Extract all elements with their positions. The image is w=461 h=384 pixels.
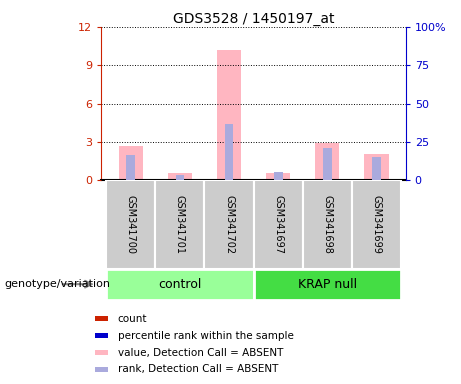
- Text: GSM341702: GSM341702: [224, 195, 234, 254]
- Bar: [315, 143, 339, 180]
- Bar: [95, 333, 108, 338]
- Bar: [155, 180, 205, 269]
- Bar: [225, 124, 233, 180]
- Bar: [95, 316, 108, 321]
- Bar: [302, 180, 352, 269]
- Bar: [274, 172, 283, 180]
- Bar: [95, 367, 108, 372]
- Text: GSM341697: GSM341697: [273, 195, 283, 254]
- Text: GSM341700: GSM341700: [126, 195, 136, 254]
- Text: KRAP null: KRAP null: [298, 278, 357, 291]
- Text: GSM341698: GSM341698: [322, 195, 332, 254]
- Bar: [168, 174, 192, 180]
- Bar: [118, 146, 143, 180]
- Text: GSM341699: GSM341699: [371, 195, 381, 254]
- Bar: [106, 180, 155, 269]
- Bar: [323, 149, 331, 180]
- Bar: [352, 180, 401, 269]
- Bar: [266, 174, 290, 180]
- Text: GSM341701: GSM341701: [175, 195, 185, 254]
- Text: percentile rank within the sample: percentile rank within the sample: [118, 331, 294, 341]
- Text: genotype/variation: genotype/variation: [5, 279, 111, 289]
- Bar: [254, 269, 401, 300]
- Text: value, Detection Call = ABSENT: value, Detection Call = ABSENT: [118, 348, 283, 358]
- Bar: [176, 175, 184, 180]
- Bar: [254, 180, 302, 269]
- Text: rank, Detection Call = ABSENT: rank, Detection Call = ABSENT: [118, 364, 278, 374]
- Bar: [126, 155, 135, 180]
- Bar: [372, 157, 381, 180]
- Title: GDS3528 / 1450197_at: GDS3528 / 1450197_at: [173, 12, 334, 26]
- Bar: [364, 154, 389, 180]
- Bar: [106, 269, 254, 300]
- Bar: [205, 180, 254, 269]
- Bar: [217, 50, 241, 180]
- Text: control: control: [158, 278, 201, 291]
- Text: count: count: [118, 314, 147, 324]
- Bar: [95, 350, 108, 355]
